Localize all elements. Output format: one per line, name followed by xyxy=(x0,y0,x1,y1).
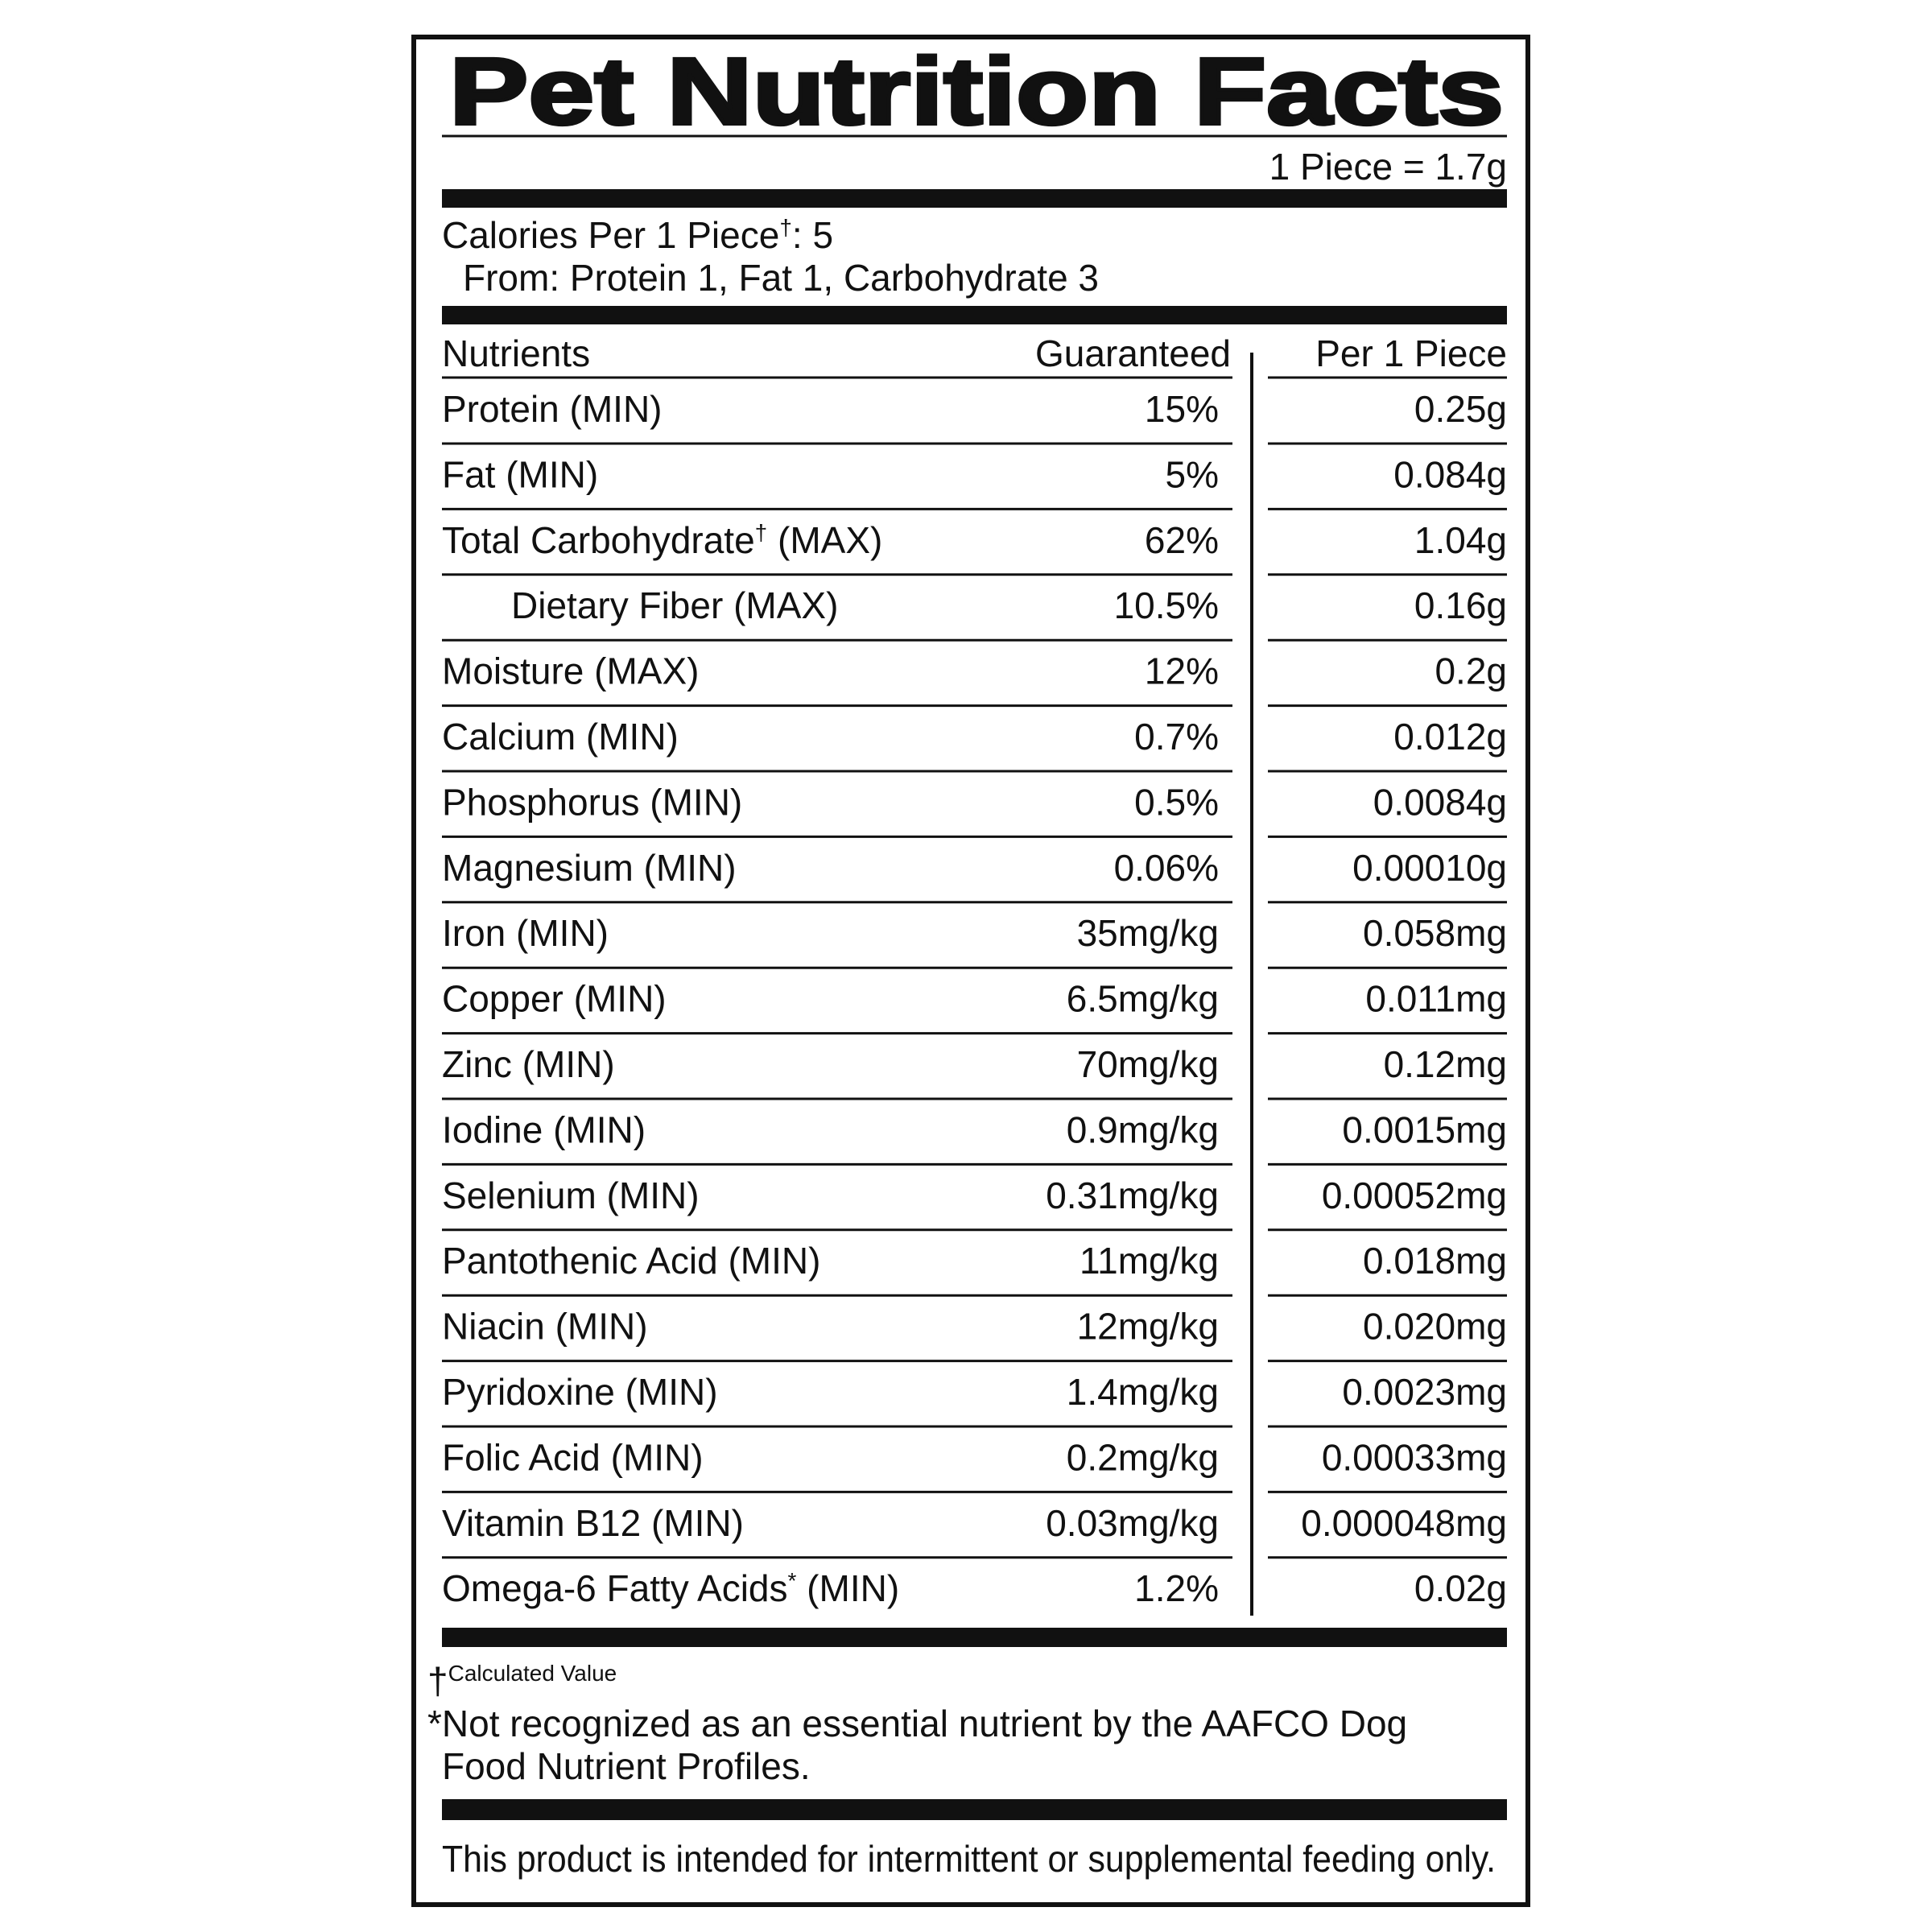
disclaimer: This product is intended for intermitten… xyxy=(442,1838,1496,1880)
label-title: Pet Nutrition Facts xyxy=(449,39,1504,145)
thick-bar xyxy=(442,1628,1507,1647)
per-piece-value: 0.0084g xyxy=(1373,781,1507,823)
nutrient-name: Iron (MIN) xyxy=(442,912,609,954)
per-piece-value: 0.018mg xyxy=(1363,1240,1507,1282)
footnote: †Calculated Value xyxy=(427,1660,617,1702)
guaranteed-value: 10.5% xyxy=(1114,584,1219,626)
per-piece-value: 0.02g xyxy=(1414,1567,1507,1609)
guaranteed-value: 0.06% xyxy=(1114,847,1219,889)
column-header: Per 1 Piece xyxy=(1315,332,1507,374)
guaranteed-value: 70mg/kg xyxy=(1077,1043,1219,1085)
per-piece-value: 0.16g xyxy=(1414,584,1507,626)
guaranteed-value: 5% xyxy=(1166,453,1219,495)
nutrient-name: Magnesium (MIN) xyxy=(442,847,737,889)
thick-bar xyxy=(442,189,1507,208)
label-border xyxy=(411,35,1530,1907)
guaranteed-value: 0.31mg/kg xyxy=(1046,1174,1219,1216)
calories-part: Calories Per 1 Piece xyxy=(442,214,779,256)
guaranteed-value: 12% xyxy=(1145,650,1219,692)
thick-bar xyxy=(442,1799,1507,1820)
column-header: Guaranteed xyxy=(1035,332,1231,374)
per-piece-value: 0.020mg xyxy=(1363,1306,1507,1348)
guaranteed-value: 35mg/kg xyxy=(1077,912,1219,954)
nutrient-name-part: † xyxy=(755,520,768,545)
calories-part: : 5 xyxy=(792,214,833,256)
serving-size: 1 Piece = 1.7g xyxy=(1269,146,1507,188)
per-piece-value: 0.25g xyxy=(1414,388,1507,430)
guaranteed-value: 62% xyxy=(1145,519,1219,561)
per-piece-value: 0.12mg xyxy=(1384,1043,1507,1085)
per-piece-value: 0.058mg xyxy=(1363,912,1507,954)
per-piece-value: 0.011mg xyxy=(1365,978,1507,1020)
per-piece-value: 0.084g xyxy=(1393,453,1507,495)
per-piece-value: 0.2g xyxy=(1435,650,1507,692)
column-header: Nutrients xyxy=(442,332,590,374)
footnote-part: † xyxy=(427,1660,448,1702)
footnote: *Not recognized as an essential nutrient… xyxy=(427,1703,1407,1744)
nutrient-name: Phosphorus (MIN) xyxy=(442,781,742,823)
per-piece-value: 0.0023mg xyxy=(1342,1371,1507,1413)
nutrient-name: Calcium (MIN) xyxy=(442,716,679,758)
guaranteed-value: 0.5% xyxy=(1134,781,1219,823)
nutrient-name: Iodine (MIN) xyxy=(442,1108,646,1150)
nutrient-name-part: * xyxy=(788,1568,797,1593)
nutrient-name: Omega-6 Fatty Acids* (MIN) xyxy=(442,1567,899,1609)
per-piece-value: 0.00010g xyxy=(1352,847,1507,889)
guaranteed-value: 0.7% xyxy=(1134,716,1219,758)
calories-from: From: Protein 1, Fat 1, Carbohydrate 3 xyxy=(463,257,1099,299)
nutrient-name: Vitamin B12 (MIN) xyxy=(442,1502,744,1544)
per-piece-value: 1.04g xyxy=(1414,519,1507,561)
guaranteed-value: 11mg/kg xyxy=(1080,1240,1219,1282)
per-piece-value: 0.0015mg xyxy=(1342,1108,1507,1150)
nutrient-name-part: Omega-6 Fatty Acids xyxy=(442,1567,788,1609)
per-piece-value: 0.000048mg xyxy=(1301,1502,1507,1544)
guaranteed-value: 1.2% xyxy=(1134,1567,1219,1609)
thick-bar xyxy=(442,306,1507,324)
guaranteed-value: 15% xyxy=(1145,388,1219,430)
calories: Calories Per 1 Piece†: 5 xyxy=(442,214,833,256)
nutrient-name: Moisture (MAX) xyxy=(442,650,699,692)
nutrient-name: Dietary Fiber (MAX) xyxy=(511,584,838,626)
nutrient-name: Niacin (MIN) xyxy=(442,1306,648,1348)
per-piece-value: 0.012g xyxy=(1393,716,1507,758)
nutrient-name: Pyridoxine (MIN) xyxy=(442,1371,718,1413)
nutrient-name: Folic Acid (MIN) xyxy=(442,1436,704,1478)
footnote-part: Calculated Value xyxy=(448,1661,617,1686)
nutrient-name: Copper (MIN) xyxy=(442,978,667,1020)
nutrient-name: Fat (MIN) xyxy=(442,453,598,495)
guaranteed-value: 0.03mg/kg xyxy=(1046,1502,1219,1544)
nutrient-name: Selenium (MIN) xyxy=(442,1174,700,1216)
guaranteed-value: 1.4mg/kg xyxy=(1067,1371,1219,1413)
nutrient-name-part: (MAX) xyxy=(767,519,882,561)
nutrient-name: Protein (MIN) xyxy=(442,388,662,430)
nutrient-name-part: (MIN) xyxy=(796,1567,899,1609)
nutrient-name-part: Total Carbohydrate xyxy=(442,519,755,561)
footnote: Food Nutrient Profiles. xyxy=(442,1745,811,1787)
per-piece-value: 0.00052mg xyxy=(1322,1174,1507,1216)
nutrient-name: Total Carbohydrate† (MAX) xyxy=(442,519,882,561)
guaranteed-value: 6.5mg/kg xyxy=(1067,978,1219,1020)
nutrient-name: Zinc (MIN) xyxy=(442,1043,615,1085)
nutrient-name: Pantothenic Acid (MIN) xyxy=(442,1240,820,1282)
per-piece-value: 0.00033mg xyxy=(1322,1436,1507,1478)
guaranteed-value: 0.9mg/kg xyxy=(1067,1108,1219,1150)
guaranteed-value: 12mg/kg xyxy=(1077,1306,1219,1348)
guaranteed-value: 0.2mg/kg xyxy=(1067,1436,1219,1478)
calories-part: † xyxy=(779,215,792,240)
